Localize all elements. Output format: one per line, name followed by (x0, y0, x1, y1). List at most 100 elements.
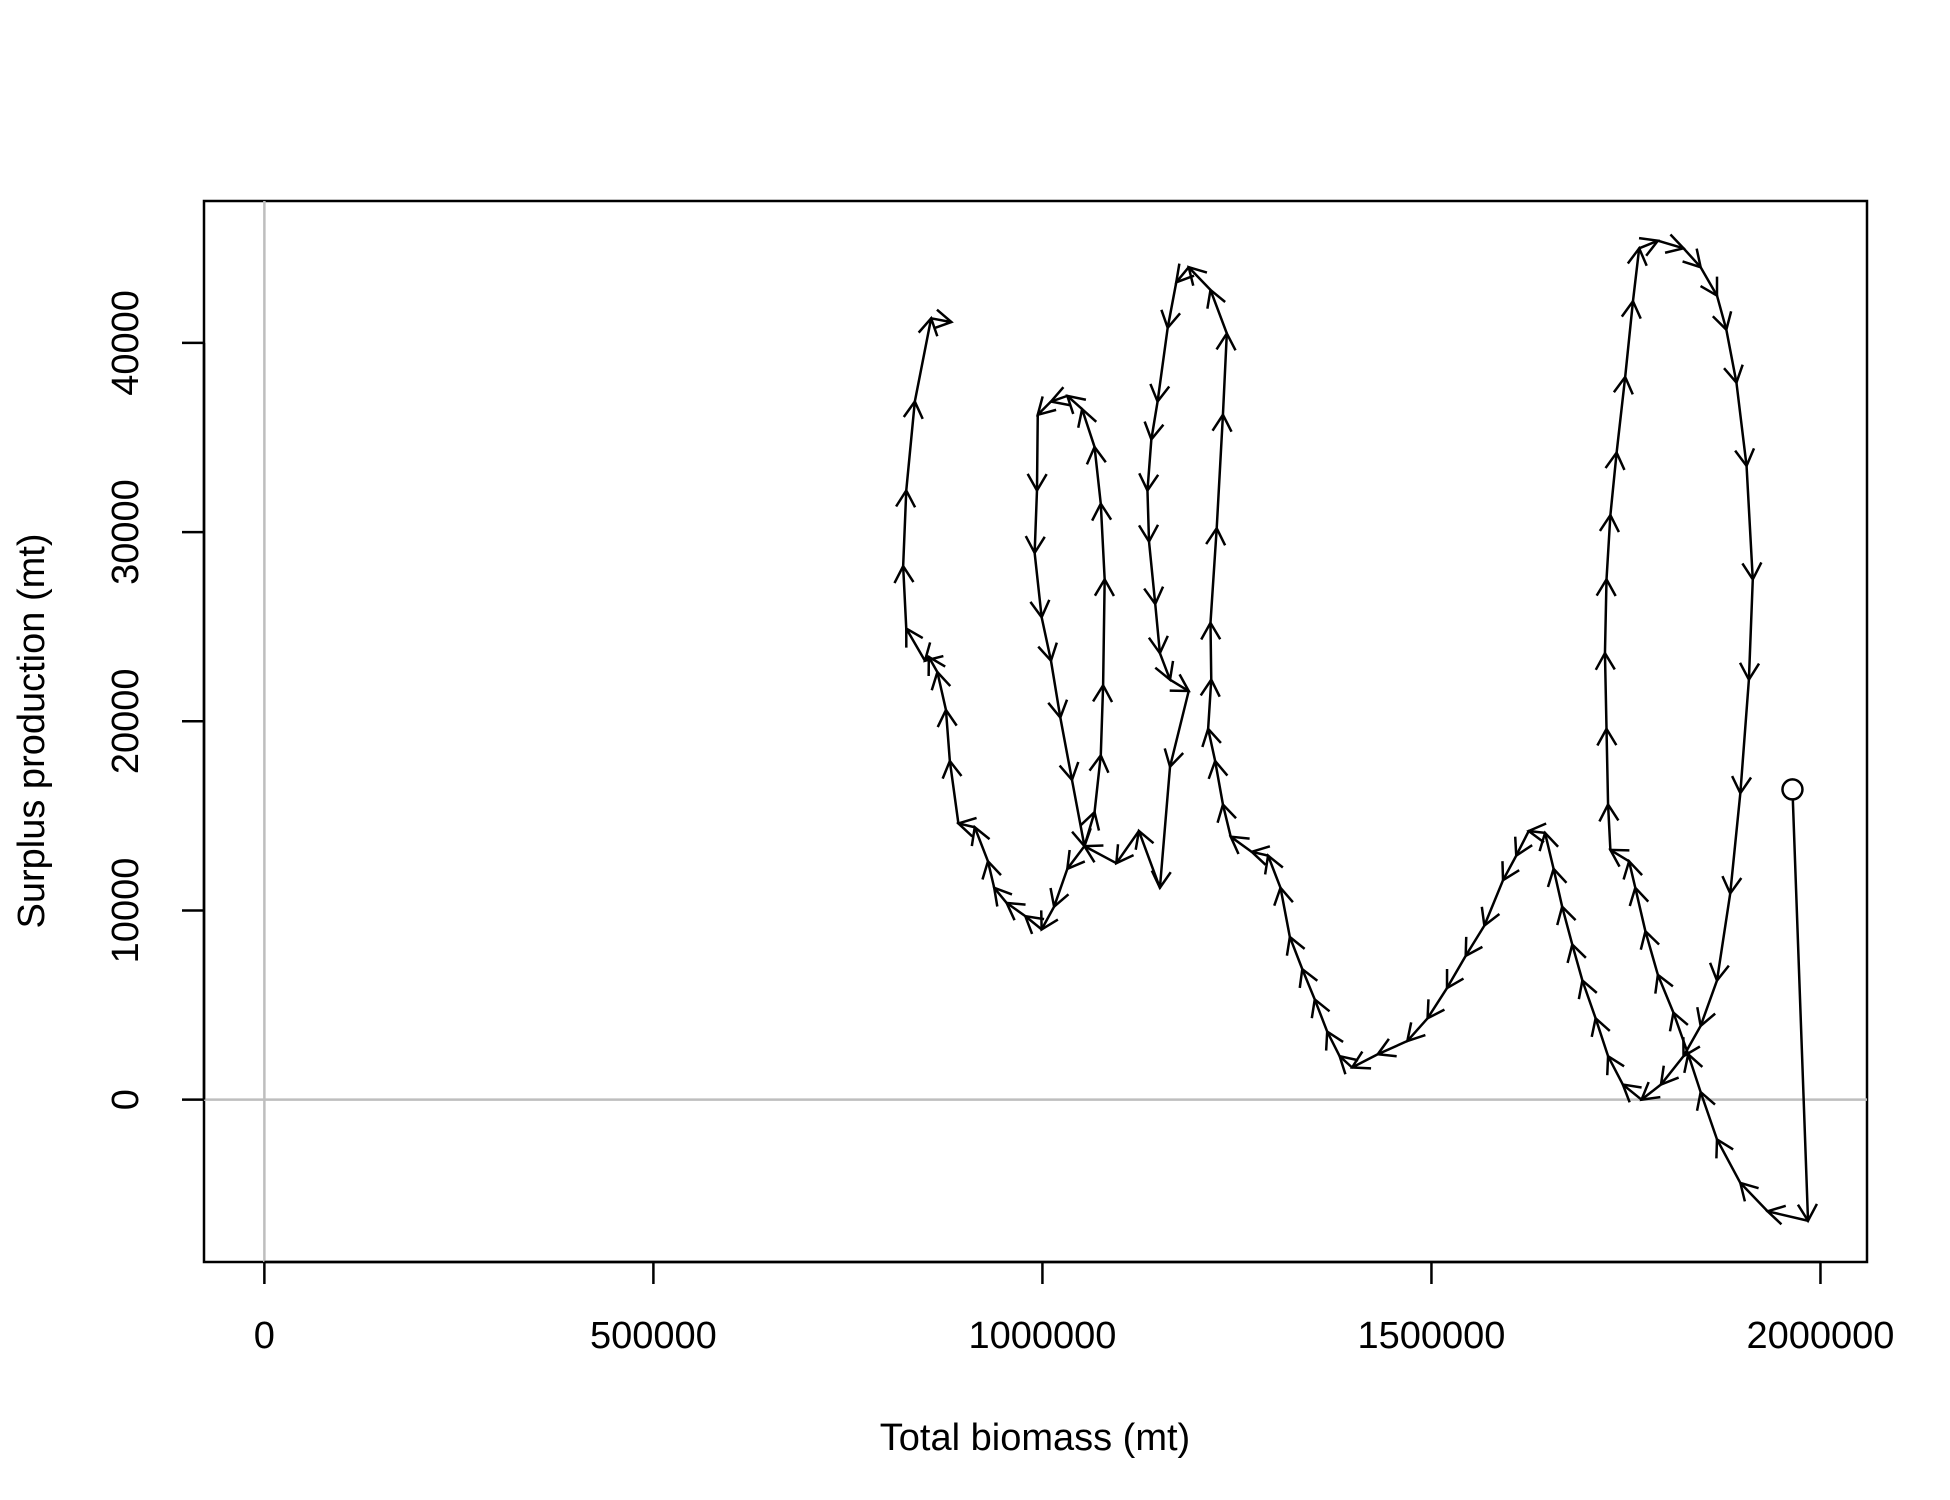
arrowhead (923, 642, 944, 663)
arrowhead (1480, 906, 1501, 928)
y-tick-label: 10000 (105, 858, 147, 964)
arrowhead (1765, 1204, 1787, 1226)
arrowhead (1668, 1010, 1689, 1032)
arrowhead (1349, 1050, 1372, 1070)
arrowhead (1741, 561, 1763, 582)
arrowhead (1004, 901, 1026, 921)
arrowhead (1150, 870, 1172, 891)
arrowhead (1029, 599, 1051, 620)
arrowhead (895, 487, 917, 508)
arrowhead (1174, 263, 1195, 285)
arrowhead (1699, 276, 1719, 298)
arrowhead (1654, 972, 1674, 994)
arrowhead (1796, 1203, 1819, 1224)
x-tick-label: 2000000 (1747, 1315, 1895, 1357)
arrowhead (1205, 525, 1227, 546)
arrowhead (1513, 836, 1533, 858)
arrowhead (1639, 928, 1660, 951)
arrowhead (1147, 635, 1169, 656)
x-tick-label: 1500000 (1357, 1315, 1505, 1357)
arrowhead (1186, 265, 1208, 286)
arrowhead (1143, 421, 1165, 442)
arrowhead (981, 858, 1002, 880)
arrowhead (1228, 835, 1250, 855)
arrowhead (1160, 309, 1182, 331)
arrowhead (1556, 904, 1577, 926)
arrowhead (1215, 330, 1237, 351)
arrowhead (1310, 997, 1331, 1019)
arrowhead (1605, 1053, 1625, 1076)
x-axis-label: Total biomass (mt) (880, 1417, 1190, 1459)
arrowhead (1375, 1038, 1397, 1058)
y-tick-label: 40000 (105, 290, 147, 396)
arrowhead (1024, 535, 1046, 556)
arrowhead (1263, 853, 1284, 875)
x-tick-label: 1000000 (968, 1315, 1116, 1357)
arrowhead (1566, 942, 1587, 964)
arrowhead (1093, 576, 1116, 597)
arrowhead (893, 563, 915, 584)
arrowhead (1659, 1065, 1680, 1087)
arrowhead (1207, 758, 1229, 780)
arrowhead (1501, 861, 1520, 883)
arrowhead (927, 654, 946, 676)
arrowhead (1065, 849, 1086, 871)
arrowhead (1091, 501, 1113, 522)
arrowhead (1464, 936, 1484, 959)
arrowhead (1273, 885, 1294, 907)
arrowhead (1076, 406, 1098, 428)
arrowhead (933, 308, 954, 330)
arrowhead (1639, 1081, 1661, 1102)
arrowhead (1037, 642, 1059, 664)
arrowhead (1426, 999, 1446, 1021)
arrowhead (905, 626, 924, 648)
arrowhead (1594, 650, 1616, 671)
arrowhead (1682, 248, 1703, 270)
arrowhead (941, 758, 963, 780)
arrowhead (1201, 726, 1222, 748)
arrowhead (1598, 802, 1620, 823)
arrowhead (1039, 910, 1059, 932)
arrowhead (1577, 978, 1598, 1000)
arrowhead (1298, 966, 1319, 989)
arrowhead (1730, 775, 1753, 796)
arrowhead (1595, 576, 1617, 597)
arrowhead (1023, 914, 1045, 935)
arrowhead (1538, 830, 1560, 852)
arrowhead (1200, 620, 1222, 641)
arrowhead (1249, 845, 1271, 866)
arrowhead (1738, 1181, 1759, 1202)
arrowhead (1708, 962, 1730, 983)
arrowhead (1026, 473, 1048, 493)
trajectory-line (901, 239, 1810, 1223)
arrowhead (1134, 828, 1155, 850)
arrowhead (1035, 396, 1057, 417)
arrowhead (1169, 673, 1191, 693)
arrowhead (1143, 586, 1165, 607)
arrowhead (1163, 748, 1185, 770)
y-axis-label: Surplus production (mt) (11, 534, 53, 929)
arrowhead (1738, 662, 1761, 683)
arrowhead (1049, 887, 1070, 910)
arrowhead (936, 707, 958, 728)
arrowhead (955, 816, 977, 838)
plot-box (202, 199, 1869, 1264)
arrowhead (1682, 1037, 1701, 1059)
arrowhead (1715, 1137, 1734, 1159)
y-tick-label: 30000 (105, 479, 147, 585)
arrowhead (1154, 660, 1175, 682)
arrowhead (1216, 802, 1237, 824)
arrowhead (1405, 1022, 1426, 1043)
arrowhead (1596, 726, 1618, 747)
arrowhead (1628, 885, 1650, 907)
arrowhead (1608, 848, 1630, 868)
arrowhead (1065, 394, 1087, 415)
arrowhead (1058, 761, 1080, 783)
arrowhead (902, 399, 924, 420)
arrowhead (1079, 809, 1101, 831)
arrowhead (1620, 1082, 1642, 1103)
arrowhead (1626, 245, 1648, 267)
arrowhead (1445, 969, 1465, 991)
arrowhead (1734, 447, 1756, 469)
